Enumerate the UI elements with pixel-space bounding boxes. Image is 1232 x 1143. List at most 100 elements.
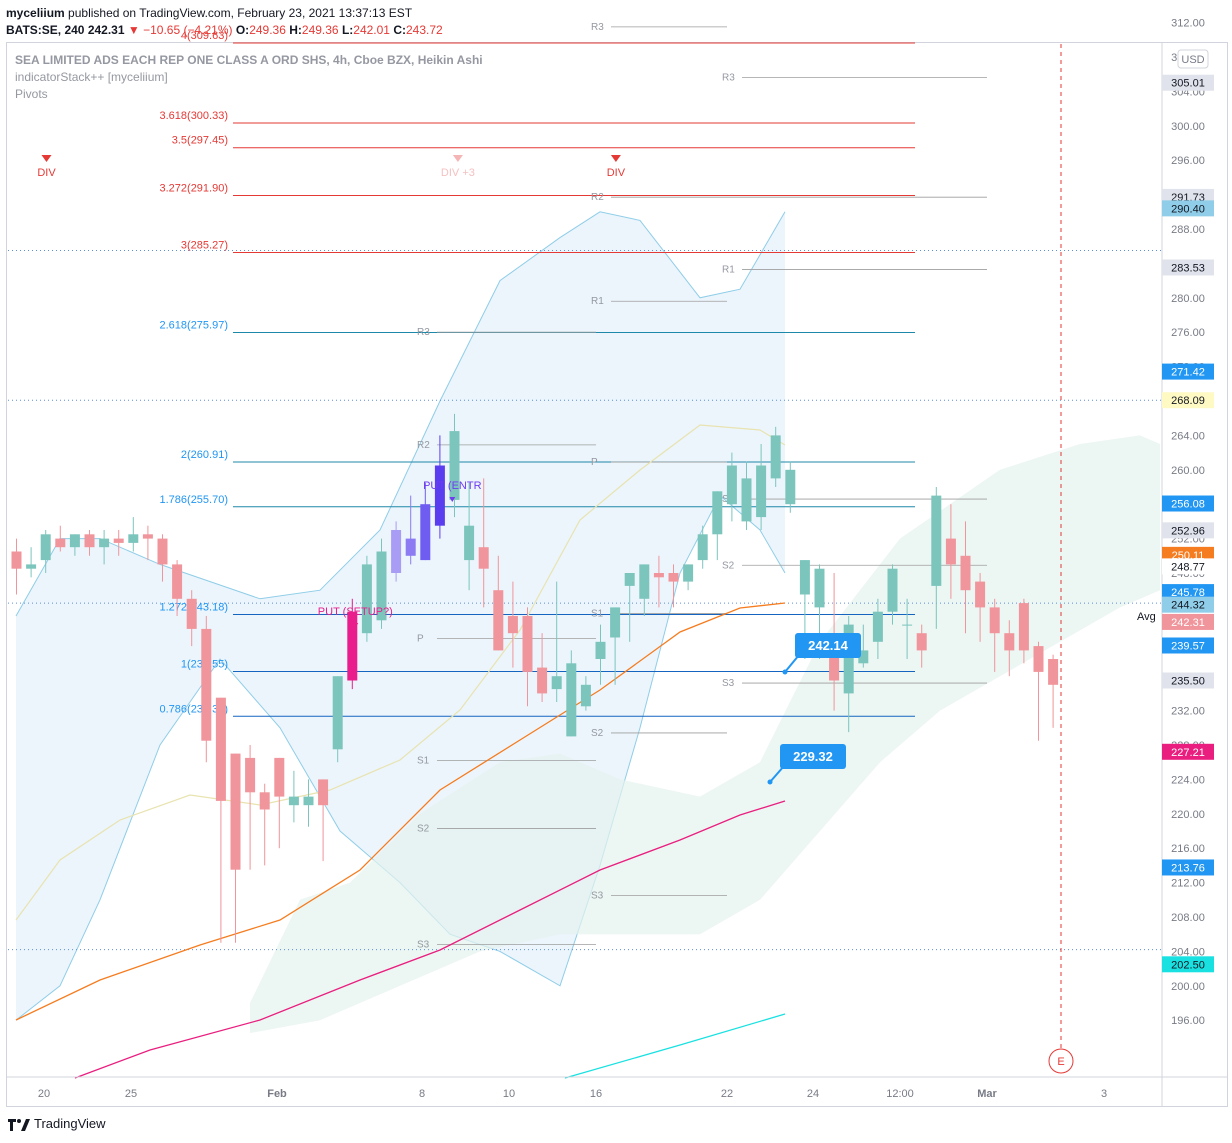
author-name[interactable]: myceliium — [6, 6, 65, 20]
candle-body[interactable] — [347, 611, 358, 681]
ohlc-line: BATS:SE, 240 242.31 ▼ −10.65 (−4.21%) O:… — [6, 23, 443, 37]
candle-body[interactable] — [420, 504, 431, 561]
price-callout[interactable] — [795, 633, 861, 658]
candle-body[interactable] — [580, 684, 591, 707]
candle-body[interactable] — [69, 534, 80, 548]
candle-body[interactable] — [186, 598, 197, 629]
candle-body[interactable] — [303, 796, 314, 806]
candle-body[interactable] — [683, 564, 694, 582]
candle-body[interactable] — [624, 573, 635, 586]
candle-body[interactable] — [858, 650, 869, 664]
candle-body[interactable] — [1048, 659, 1059, 685]
candle-body[interactable] — [84, 534, 95, 548]
div-arrow-icon — [41, 155, 52, 162]
div-faint-label: DIV +3 — [441, 167, 475, 179]
candle-body[interactable] — [916, 633, 927, 651]
candle-body[interactable] — [245, 757, 256, 793]
candle-body[interactable] — [376, 551, 387, 621]
candle-body[interactable] — [1004, 633, 1015, 651]
price-tag — [1162, 495, 1214, 512]
candle-body[interactable] — [40, 534, 51, 561]
candle-body[interactable] — [785, 469, 796, 505]
candle-body[interactable] — [478, 547, 489, 569]
candle-body[interactable] — [639, 564, 650, 599]
candle-body[interactable] — [770, 435, 781, 479]
candle-body[interactable] — [1018, 603, 1029, 651]
candle-body[interactable] — [931, 495, 942, 586]
candle-body[interactable] — [99, 538, 110, 548]
close-label: C: — [393, 23, 406, 37]
candle-body[interactable] — [288, 796, 299, 806]
x-tick-label: 3 — [1101, 1088, 1107, 1100]
last-price: 242.31 — [87, 23, 125, 37]
candle-body[interactable] — [1033, 646, 1044, 672]
candle-body[interactable] — [887, 568, 898, 612]
currency-button[interactable] — [1177, 49, 1209, 69]
candle-body[interactable] — [464, 525, 475, 561]
candle-body[interactable] — [449, 431, 460, 500]
candle-body[interactable] — [507, 616, 518, 634]
x-tick-label: Feb — [267, 1088, 287, 1100]
candle-body[interactable] — [522, 616, 533, 672]
candle-body[interactable] — [566, 663, 577, 737]
candle-body[interactable] — [975, 581, 986, 608]
candle-body[interactable] — [697, 534, 708, 561]
candle-body[interactable] — [128, 534, 139, 543]
candle-body[interactable] — [259, 792, 270, 810]
candle-body[interactable] — [902, 624, 913, 626]
candle-body[interactable] — [872, 611, 883, 642]
candle-body[interactable] — [756, 465, 767, 518]
price-tag — [1162, 200, 1214, 217]
footer-brand[interactable]: TradingView — [34, 1116, 106, 1131]
earnings-marker[interactable] — [1048, 1048, 1074, 1074]
candle-body[interactable] — [829, 641, 840, 681]
pivot-label: R3 — [417, 327, 430, 338]
candle-body[interactable] — [668, 573, 679, 582]
fib-label: 2(260.91) — [181, 449, 228, 461]
candle-body[interactable] — [230, 753, 241, 870]
candle-body[interactable] — [172, 564, 183, 599]
price-callout[interactable] — [780, 744, 846, 769]
candle-body[interactable] — [113, 538, 124, 543]
candle-body[interactable] — [726, 465, 737, 505]
candle-body[interactable] — [318, 779, 329, 806]
candle-body[interactable] — [332, 676, 343, 750]
candle-body[interactable] — [610, 607, 621, 638]
price-tag — [1162, 74, 1214, 91]
candle-body[interactable] — [391, 530, 402, 573]
candle-body[interactable] — [274, 757, 285, 797]
candle-body[interactable] — [142, 534, 153, 539]
candle-body[interactable] — [11, 551, 22, 569]
candle-body[interactable] — [814, 568, 825, 608]
callout-dot — [767, 779, 773, 785]
price-tag — [1162, 859, 1214, 876]
candle-body[interactable] — [653, 573, 664, 578]
candle-body[interactable] — [960, 555, 971, 591]
y-tick-label: 204.00 — [1171, 946, 1205, 958]
candle-body[interactable] — [215, 697, 226, 801]
candle-body[interactable] — [799, 560, 810, 595]
div-label: DIV — [607, 167, 626, 179]
candle-body[interactable] — [201, 628, 212, 741]
candle-body[interactable] — [989, 607, 1000, 634]
candle-body[interactable] — [434, 465, 445, 526]
candle-body[interactable] — [712, 491, 723, 535]
price-tag — [1162, 363, 1214, 380]
candle-body[interactable] — [945, 538, 956, 565]
candle-body[interactable] — [741, 478, 752, 522]
high-value: 249.36 — [301, 23, 339, 37]
ema-cyan — [564, 1013, 786, 1079]
candle-body[interactable] — [537, 667, 548, 694]
candle-body[interactable] — [843, 624, 854, 694]
candle-body[interactable] — [493, 590, 504, 651]
candle-body[interactable] — [26, 564, 37, 569]
low-value: 242.01 — [353, 23, 390, 37]
candle-body[interactable] — [595, 641, 606, 659]
candle-body[interactable] — [361, 564, 372, 634]
candle-body[interactable] — [551, 676, 562, 690]
candle-body[interactable] — [55, 538, 66, 548]
price-tag — [1162, 584, 1214, 601]
candle-body[interactable] — [157, 538, 168, 565]
candle-body[interactable] — [405, 538, 416, 556]
